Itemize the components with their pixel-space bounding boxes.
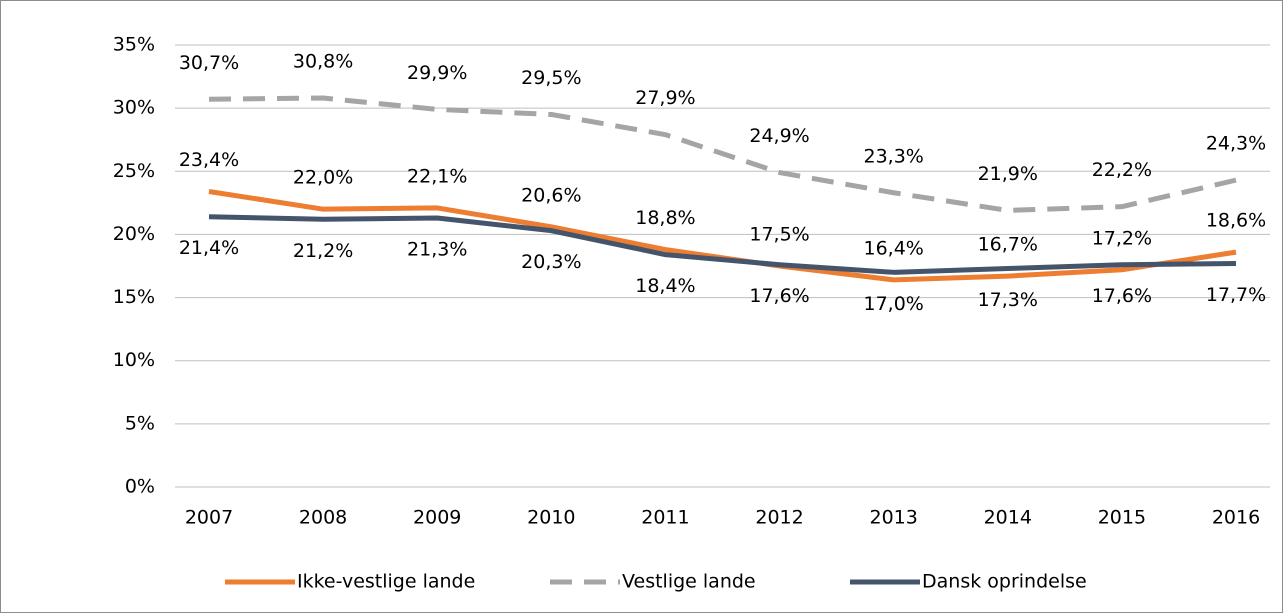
data-label: 30,8% — [293, 51, 353, 73]
data-label: 16,4% — [863, 237, 923, 259]
data-label: 20,6% — [521, 184, 581, 206]
y-tick-label: 10% — [113, 349, 155, 371]
y-tick-label: 20% — [113, 223, 155, 245]
x-tick-label: 2012 — [755, 507, 803, 529]
x-tick-label: 2008 — [299, 507, 347, 529]
data-label: 18,8% — [635, 207, 695, 229]
y-tick-label: 30% — [113, 97, 155, 119]
x-tick-label: 2007 — [185, 507, 233, 529]
y-tick-label: 5% — [125, 412, 155, 434]
data-label: 23,3% — [863, 145, 923, 167]
line-series — [208, 95, 1237, 213]
data-label: 24,9% — [749, 125, 809, 147]
data-label: 29,9% — [407, 62, 467, 84]
data-label: 18,6% — [1206, 210, 1266, 232]
x-tick-label: 2015 — [1098, 507, 1146, 529]
data-label: 21,4% — [179, 237, 239, 259]
data-label: 18,4% — [635, 275, 695, 297]
data-label: 17,2% — [1092, 227, 1152, 249]
data-label: 29,5% — [521, 67, 581, 89]
data-label: 17,0% — [863, 293, 923, 315]
data-label: 24,3% — [1206, 133, 1266, 155]
legend-label: Vestlige lande — [622, 571, 756, 593]
data-label: 17,6% — [1092, 285, 1152, 307]
data-label: 17,7% — [1206, 284, 1266, 306]
data-label: 16,7% — [978, 234, 1038, 256]
y-tick-label: 15% — [113, 286, 155, 308]
y-tick-label: 35% — [113, 34, 155, 56]
data-label: 21,3% — [407, 239, 467, 261]
data-label: 20,3% — [521, 251, 581, 273]
x-tick-label: 2014 — [984, 507, 1032, 529]
data-label: 21,2% — [293, 240, 353, 262]
data-label: 17,5% — [749, 224, 809, 246]
x-tick-label: 2013 — [869, 507, 917, 529]
data-label: 30,7% — [179, 52, 239, 74]
legend-label: Dansk oprindelse — [922, 571, 1087, 593]
data-label: 22,1% — [407, 165, 467, 187]
y-tick-label: 25% — [113, 160, 155, 182]
x-tick-label: 2009 — [413, 507, 461, 529]
x-tick-label: 2011 — [641, 507, 689, 529]
data-label: 22,2% — [1092, 159, 1152, 181]
data-label: 22,0% — [293, 167, 353, 189]
x-tick-label: 2010 — [527, 507, 575, 529]
data-label: 21,9% — [978, 163, 1038, 185]
data-label: 27,9% — [635, 87, 695, 109]
legend-label: Ikke-vestlige lande — [297, 571, 475, 593]
data-label: 23,4% — [179, 149, 239, 171]
y-tick-label: 0% — [125, 476, 155, 498]
data-label: 17,6% — [749, 285, 809, 307]
x-tick-label: 2016 — [1212, 507, 1260, 529]
data-label: 17,3% — [978, 289, 1038, 311]
line-series — [208, 214, 1237, 275]
